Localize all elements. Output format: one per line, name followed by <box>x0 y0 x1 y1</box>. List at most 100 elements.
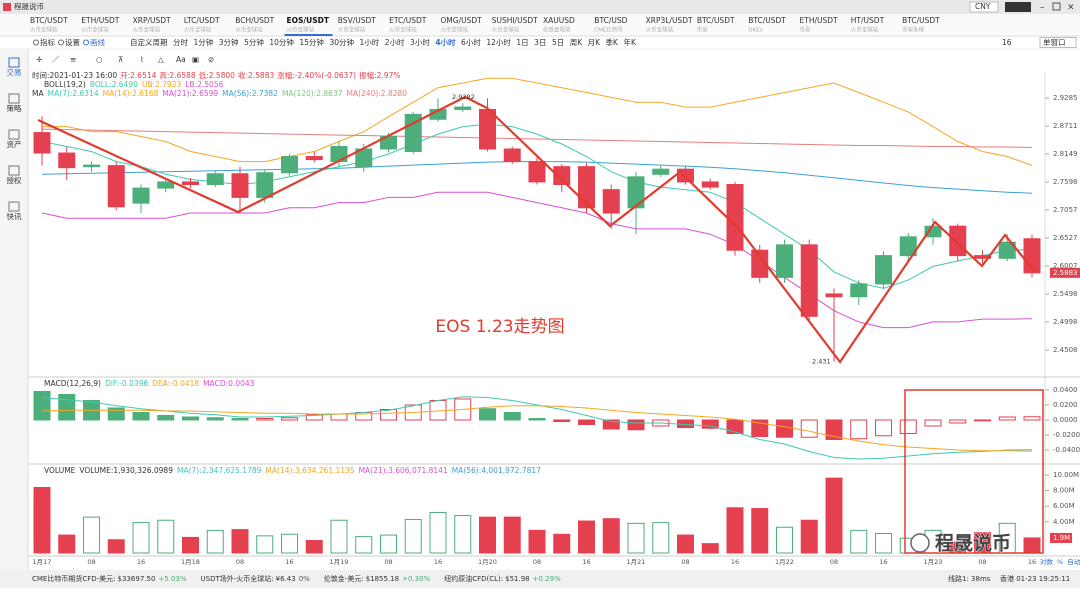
min-button[interactable]: – <box>1040 3 1045 13</box>
tab-symbol[interactable]: BTC/USDT <box>902 16 940 25</box>
candle-body <box>404 113 422 153</box>
x-tick-label: 16 <box>731 558 739 566</box>
window-title: 程晟说币 <box>14 1 44 11</box>
volume-tag-label: 1.9M <box>1053 534 1070 542</box>
tool-icon[interactable]: ✛ <box>36 55 43 64</box>
sidebar-icon[interactable] <box>8 165 20 176</box>
candle-body <box>701 181 719 188</box>
currency-select[interactable] <box>969 1 999 13</box>
tab-symbol[interactable]: BTC/USD <box>594 16 627 25</box>
period-button: 30分钟 <box>329 37 354 47</box>
x-tick-label: 16 <box>137 558 145 566</box>
x-tick-label: 1月19 <box>330 558 349 566</box>
volume-bar <box>281 533 298 554</box>
y-tick-label: -0.0400 <box>1053 446 1080 454</box>
tab-symbol[interactable]: SUSHI/USDT <box>492 16 538 25</box>
tool-icon[interactable]: Aa <box>176 55 186 64</box>
sidebar-icon[interactable] <box>8 201 20 212</box>
tool-icon[interactable]: ⌇ <box>140 55 144 64</box>
tab-symbol[interactable]: BTC/USDT <box>748 16 786 25</box>
x-tick-label: 16 <box>1028 558 1036 566</box>
axis-control: 对数 <box>1040 557 1054 566</box>
watermark: 程晟说币 <box>935 532 1011 555</box>
tab-symbol[interactable]: LTC/USDT <box>184 16 220 25</box>
tab-symbol[interactable]: XAUUSD <box>543 16 575 25</box>
watermark-icon <box>910 533 930 553</box>
macd-bar <box>132 411 150 421</box>
candle-body <box>330 146 348 163</box>
volume-bar <box>627 522 645 554</box>
y-tick-label: -0.0200 <box>1053 431 1080 439</box>
ma-legend: MA(14):2.6168 <box>103 89 159 98</box>
tool-icon[interactable]: ▣ <box>192 55 199 64</box>
max-button[interactable] <box>1052 2 1061 11</box>
tab-symbol[interactable]: HT/USDT <box>851 16 885 25</box>
tab-symbol[interactable]: ETH/USDT <box>81 16 120 25</box>
y-tick-label: 0.0400 <box>1053 386 1078 394</box>
axis-control: % <box>1057 558 1063 566</box>
period-button: 分时 <box>173 37 188 47</box>
sidebar-item: 授权 <box>7 175 22 185</box>
macd-bar <box>776 419 793 438</box>
info-item: 开:2.6514 <box>120 71 156 80</box>
period-button: 年K <box>623 37 636 47</box>
x-tick-label: 1月20 <box>478 558 497 566</box>
volume-bar <box>701 543 719 554</box>
tab-symbol[interactable]: ETH/USDT <box>800 16 839 25</box>
drawing-tools: ✛ ／ ≡ ○ ⊼ ⌇ △ Aa ▣ ⊘ <box>36 55 214 64</box>
tool-icon[interactable]: ／ <box>52 55 60 64</box>
sidebar-icon[interactable] <box>8 129 20 140</box>
tab-symbol[interactable]: BCH/USDT <box>235 16 274 25</box>
volume-bar <box>479 516 496 554</box>
boll-legend: UB:2.7923 <box>142 80 182 89</box>
trend-line <box>37 95 1036 364</box>
tool-icon[interactable]: ≡ <box>70 55 76 64</box>
ticker-price: $1855.18 <box>366 575 399 583</box>
tab-symbol[interactable]: XRP3L/USDT <box>646 16 693 25</box>
tool-icon[interactable]: △ <box>158 55 164 64</box>
currency: CNY <box>975 2 991 11</box>
volume-bar <box>182 536 199 554</box>
tab-symbol[interactable]: OMG/USDT <box>440 16 482 25</box>
high-label: 2.9282 <box>452 93 475 101</box>
tab-symbol[interactable]: ETC/USDT <box>389 16 427 25</box>
macd-bar <box>800 419 818 438</box>
volume-bar <box>602 518 620 554</box>
tab-exchange: 火币全球站 <box>646 26 674 34</box>
volume-bar <box>553 533 571 554</box>
volume-legend: VOLUME <box>44 466 76 475</box>
tab-symbol[interactable]: EOS/USDT <box>287 16 330 25</box>
volume-legend: MA(56):4,001,972.7817 <box>452 466 541 475</box>
x-tick-label: 16 <box>285 558 293 566</box>
tab-symbol[interactable]: XRP/USDT <box>133 16 171 25</box>
layout-select[interactable] <box>1039 37 1077 48</box>
macd-bar <box>281 417 298 421</box>
tab-symbol[interactable]: BSV/USDT <box>338 16 376 25</box>
period-button: 12小时 <box>486 37 511 47</box>
tool-icon[interactable]: ○ <box>96 55 103 64</box>
info-item: 收:2.5883 <box>238 70 274 80</box>
y-tick-label: 6.00M <box>1053 502 1075 510</box>
tab-symbol[interactable]: BTC/USDT <box>30 16 68 25</box>
volume-bar <box>503 516 521 554</box>
tool-icon[interactable]: ⊘ <box>208 55 214 64</box>
period-button: 1分钟 <box>194 37 214 47</box>
sidebar-icon[interactable] <box>8 57 20 68</box>
tab-symbol[interactable]: BTC/USDT <box>697 16 735 25</box>
tab-bar <box>0 14 1080 36</box>
macd-legend: MACD:0.0043 <box>203 379 254 388</box>
volume-bar <box>157 519 175 554</box>
sidebar-item: 策略 <box>7 103 22 113</box>
sidebar-icon[interactable] <box>8 93 20 104</box>
volume-bar <box>58 534 76 554</box>
period-button: 月K <box>588 38 601 47</box>
macd-bar <box>751 419 769 437</box>
user-badge[interactable] <box>1005 2 1031 12</box>
tool-icon[interactable]: ⊼ <box>118 55 124 64</box>
candle-body <box>825 293 843 298</box>
period-button: 2小时 <box>385 37 405 47</box>
x-tick-label: 1月21 <box>627 558 646 566</box>
tab-exchange: 币安 <box>697 26 709 34</box>
close-button[interactable]: × <box>1067 3 1075 13</box>
tab-exchange: 火币全球站 <box>81 26 109 34</box>
